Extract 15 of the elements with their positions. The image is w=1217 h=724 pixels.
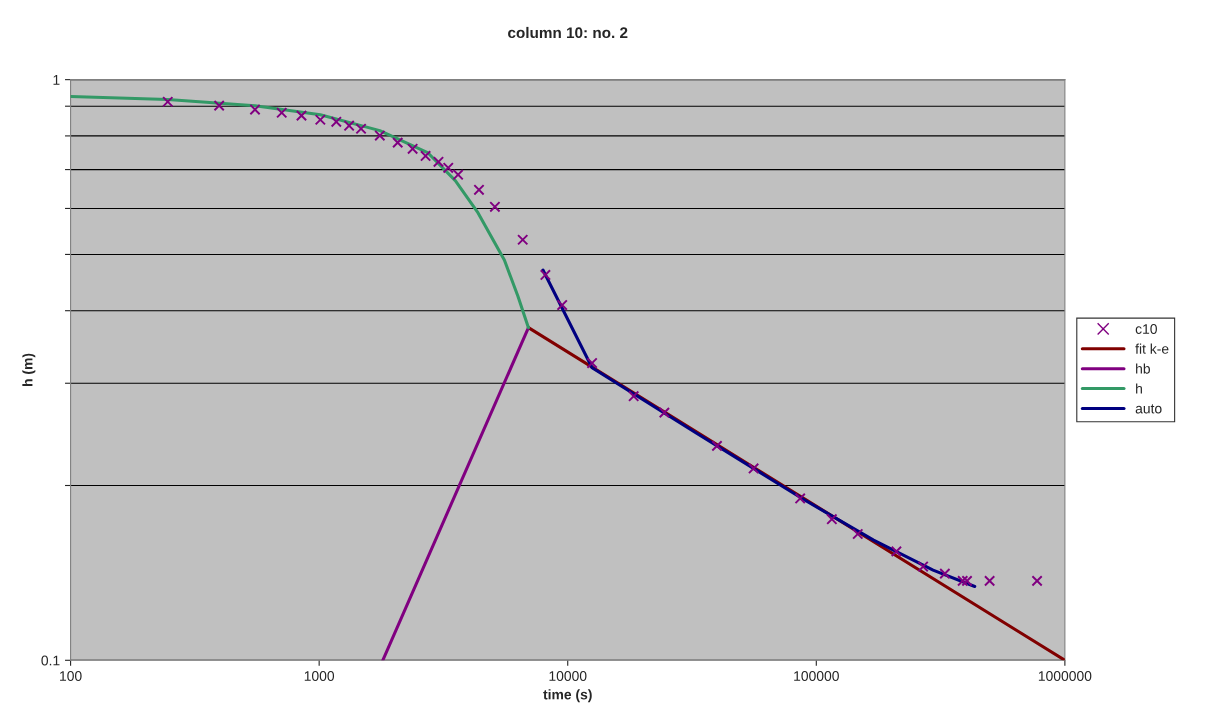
legend-label: auto [1135, 404, 1162, 414]
x-axis-title: time (s) [543, 689, 592, 703]
x-tick-label: 1000000 [1038, 671, 1092, 681]
x-tick-label: 100000 [794, 671, 839, 681]
x-tick-label: 100 [60, 671, 82, 681]
y-tick-label: 1 [53, 75, 60, 85]
legend-label: c10 [1135, 324, 1157, 334]
legend-label: h [1136, 383, 1142, 394]
x-tick-label: 1000 [304, 671, 335, 681]
y-axis-title: h (m) [22, 353, 36, 386]
legend-label: hb [1136, 363, 1150, 374]
chart-title: column 10: no. 2 [508, 26, 628, 39]
legend-label: fit k-e [1135, 343, 1169, 354]
y-tick-label: 0.1 [41, 655, 60, 666]
x-tick-label: 10000 [549, 671, 587, 681]
